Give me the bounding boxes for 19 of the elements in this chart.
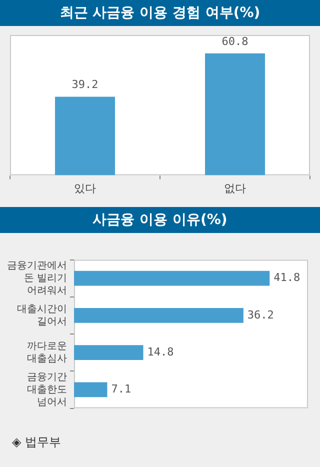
bar — [74, 270, 270, 286]
y-tick-label: 까다로운 대출심사 — [27, 340, 67, 364]
x-tick-label: 있다 — [74, 182, 96, 195]
data-label: 39.2 — [72, 78, 98, 92]
data-label: 7.1 — [111, 382, 132, 396]
bar — [74, 308, 244, 323]
data-label: 36.2 — [247, 308, 274, 322]
y-tick-label: 금융기간 대출한도 넘어서 — [27, 372, 67, 408]
chart-title: 최근 사금융 이용 경험 여부(%) — [0, 0, 320, 26]
bar — [74, 382, 108, 398]
data-label: 14.8 — [147, 345, 174, 358]
bar — [74, 345, 144, 360]
y-tick-label: 대출시간이 길어서 — [17, 304, 67, 328]
data-label: 41.8 — [274, 271, 300, 284]
y-tick-label: 금융기관에서 돈 빌리기 어려워서 — [7, 260, 67, 296]
x-tick-label: 없다 — [224, 182, 246, 195]
chart-title: 사금융 이용 이유(%) — [0, 207, 320, 233]
data-label: 60.8 — [222, 34, 248, 48]
text: ◈ 법무부 — [11, 434, 62, 451]
